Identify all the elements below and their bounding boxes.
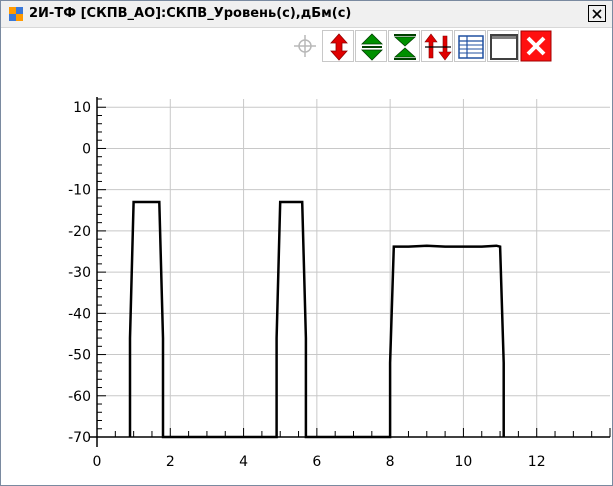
title-bar[interactable]: 2И-ТФ [СКПВ_АО]:СКПВ_Уровень(с),дБм(с) (1, 1, 612, 28)
x-tick-label: 2 (166, 454, 175, 470)
table-view-button[interactable] (454, 30, 486, 62)
chart-client-area: 10 0 -10 -20 -30 -40 -50 -60 -70 0 2 4 6 8 10 12 (1, 28, 612, 485)
vertical-arrows-icon (330, 33, 348, 61)
chart-plot[interactable]: 100-10-20-30-40-50-60-700 2 4 6 8 10 12 (1, 28, 612, 485)
x-tick-label: 10 (455, 454, 473, 470)
window-close-button[interactable] (588, 5, 606, 22)
crosshair-button[interactable] (289, 30, 321, 62)
close-icon (592, 9, 602, 19)
stretch-vertical-button[interactable] (355, 30, 387, 62)
y-tick-label: -10 (68, 183, 91, 199)
app-icon (9, 7, 23, 21)
table-icon (458, 35, 484, 59)
x-tick-label: 0 (93, 454, 102, 470)
y-tick-label: -60 (68, 389, 91, 405)
x-tick-label: 4 (239, 454, 248, 470)
scale-vertical-button[interactable] (322, 30, 354, 62)
compress-vertical-icon (393, 34, 417, 60)
x-tick-label: 12 (528, 454, 546, 470)
swap-axes-button[interactable] (421, 30, 453, 62)
y-tick-label: 0 (82, 141, 91, 157)
crosshair-icon (294, 35, 316, 57)
close-icon (520, 30, 552, 62)
y-tick-label: 10 (73, 100, 91, 116)
x-tick-label: 8 (386, 454, 395, 470)
y-tick-label: -50 (68, 348, 91, 364)
window-icon (490, 34, 518, 60)
x-tick-label: 6 (312, 454, 321, 470)
expand-vertical-icon (361, 33, 383, 61)
y-tick-label: -30 (68, 265, 91, 281)
window-title: 2И-ТФ [СКПВ_АО]:СКПВ_Уровень(с),дБм(с) (29, 6, 352, 21)
y-tick-label: -40 (68, 306, 91, 322)
y-tick-label: -20 (68, 224, 91, 240)
window-button[interactable] (487, 30, 519, 62)
compress-vertical-button[interactable] (388, 30, 420, 62)
up-down-arrows-icon (424, 33, 452, 61)
close-chart-button[interactable] (520, 30, 552, 62)
y-tick-label: -70 (68, 430, 91, 446)
series-line-0 (128, 200, 505, 439)
